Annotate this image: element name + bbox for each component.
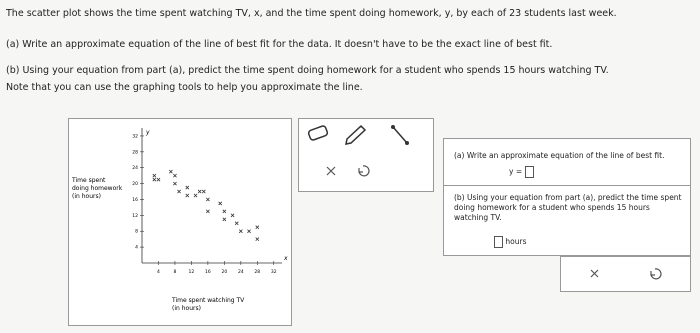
point xyxy=(173,173,177,178)
x-tick-label: 24 xyxy=(238,269,244,275)
equation-input[interactable] xyxy=(524,166,534,178)
x-tick-label: 20 xyxy=(221,269,227,275)
y-axis-label: (in hours) xyxy=(72,193,101,200)
x-tick-label: 16 xyxy=(205,269,211,275)
point xyxy=(168,169,173,174)
point xyxy=(152,173,157,178)
pencil-tool[interactable] xyxy=(345,124,367,145)
point xyxy=(152,177,157,182)
y-axis-label: doing homework xyxy=(72,185,123,192)
answer-part-a: (a) Write an approximate equation of the… xyxy=(454,151,665,160)
point xyxy=(197,189,202,194)
point xyxy=(234,221,239,226)
eraser-tool[interactable] xyxy=(307,125,329,141)
equation-row: y = xyxy=(509,166,534,178)
hours-input[interactable] xyxy=(494,236,503,248)
x-axis-label: Time spent watching TV xyxy=(171,297,245,304)
hours-unit: hours xyxy=(505,237,527,246)
hours-row: hours xyxy=(494,236,526,248)
point xyxy=(185,193,190,198)
part-b: (b) Using your equation from part (a), p… xyxy=(6,65,609,76)
y-tick-label: 32 xyxy=(132,133,138,139)
y-tick-label: 8 xyxy=(135,229,138,235)
divider xyxy=(444,185,690,186)
point xyxy=(222,217,227,222)
point xyxy=(222,209,227,214)
x-tick-label: 32 xyxy=(271,269,277,275)
note: Note that you can use the graphing tools… xyxy=(6,82,363,93)
answer-buttons xyxy=(560,256,691,292)
y-tick-label: 16 xyxy=(132,197,138,203)
x-tick-label: 8 xyxy=(174,269,177,275)
point xyxy=(205,197,210,202)
y-tick-label: 12 xyxy=(132,213,138,219)
x-axis-label: (in hours) xyxy=(172,305,201,312)
point xyxy=(255,225,260,230)
y-axis-label: Time spent xyxy=(71,177,106,184)
point xyxy=(193,193,198,198)
y-axis-letter: y xyxy=(145,129,150,136)
undo-button[interactable] xyxy=(358,165,370,177)
clear-answer[interactable] xyxy=(590,269,599,278)
part-a: (a) Write an approximate equation of the… xyxy=(6,39,553,50)
point xyxy=(185,185,190,190)
point xyxy=(173,181,177,186)
answer-part-b: (b) Using your equation from part (a), p… xyxy=(454,193,682,222)
point xyxy=(177,189,181,194)
intro: The scatter plot shows the time spent wa… xyxy=(6,8,617,19)
answer-panel: (a) Write an approximate equation of the… xyxy=(443,138,691,256)
y-tick-label: 24 xyxy=(132,165,138,171)
y-tick-label: 4 xyxy=(135,245,138,251)
point xyxy=(255,237,260,242)
tools-panel xyxy=(298,118,434,192)
y-tick-label: 20 xyxy=(132,181,138,187)
equation-prefix: y = xyxy=(509,167,523,176)
line-tool[interactable] xyxy=(391,125,409,145)
clear-button[interactable] xyxy=(326,166,336,176)
x-tick-label: 12 xyxy=(189,269,195,275)
point xyxy=(230,213,235,218)
x-tick-label: 4 xyxy=(157,269,160,275)
graph-panel[interactable]: y x 4 8 12 16 20 24 28 32 4 8 12 16 20 24 28 32 Time spent… xyxy=(68,118,292,326)
point xyxy=(156,177,161,182)
point xyxy=(238,229,243,234)
point xyxy=(247,229,251,234)
undo-answer[interactable] xyxy=(650,268,662,280)
tools xyxy=(307,124,409,177)
y-tick-label: 28 xyxy=(132,149,138,155)
x-axis-letter: x xyxy=(283,255,288,262)
point xyxy=(205,209,210,214)
x-tick-label: 28 xyxy=(254,269,260,275)
answer-tools xyxy=(590,268,662,280)
point xyxy=(218,201,223,206)
point xyxy=(201,189,206,194)
graph: y x 4 8 12 16 20 24 28 32 4 8 12 16 20 24 28 32 Time spent… xyxy=(71,128,288,312)
